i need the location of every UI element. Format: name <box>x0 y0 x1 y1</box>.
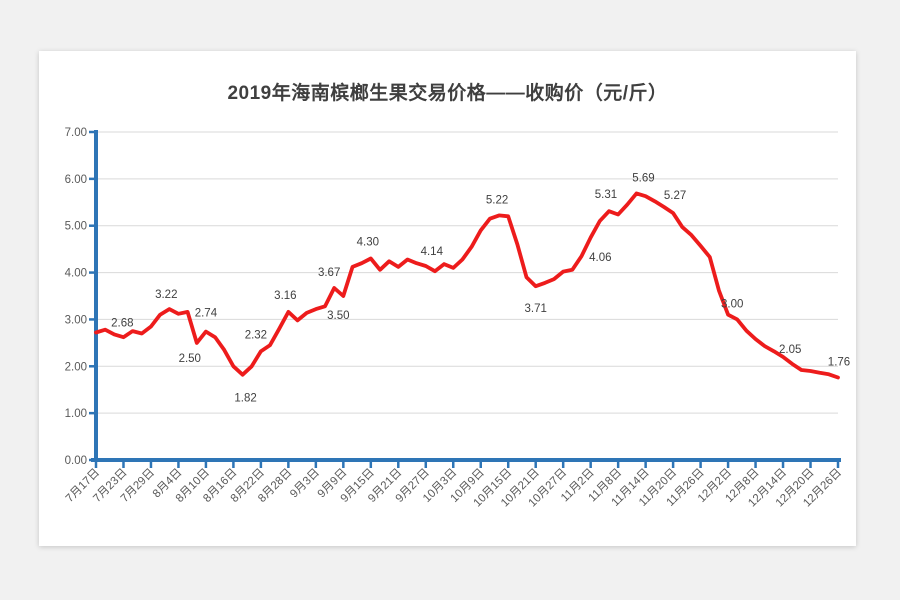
point-label: 4.30 <box>357 237 379 249</box>
x-tick-labels: 7月17日7月23日7月29日8月4日8月10日8月16日8月22日8月28日9… <box>64 460 844 509</box>
point-label: 1.82 <box>234 393 256 405</box>
point-label: 4.14 <box>421 246 444 258</box>
point-labels: 2.68 3.22 2.50 2.74 1.82 2.32 3.16 3.67 3.50 4.30… <box>111 172 850 404</box>
point-label: 5.69 <box>632 172 654 184</box>
point-label: 5.27 <box>664 190 686 202</box>
point-label: 2.50 <box>179 353 201 365</box>
point-label: 3.71 <box>525 303 547 315</box>
y-tick-label: 3.00 <box>65 314 87 326</box>
point-label: 3.16 <box>274 290 296 302</box>
x-tick-label: 9月3日 <box>288 467 322 501</box>
point-label: 2.05 <box>779 344 801 356</box>
y-tick-label: 5.00 <box>65 221 87 233</box>
y-tick-label: 4.00 <box>65 268 87 280</box>
price-line <box>94 191 840 380</box>
y-tick-label: 6.00 <box>65 174 87 186</box>
chart-title: 2019年海南槟榔生果交易价格——收购价（元/斤） <box>227 83 668 104</box>
y-tick-label: 2.00 <box>65 361 87 373</box>
y-tick-label: 1.00 <box>65 408 87 420</box>
point-label: 2.74 <box>195 308 218 320</box>
point-label: 3.67 <box>318 267 340 279</box>
y-tick-labels: 0.00 1.00 2.00 3.00 4.00 5.00 6.00 7.00 <box>65 127 96 467</box>
chart-card <box>39 51 856 546</box>
point-label: 3.00 <box>721 298 743 310</box>
point-label: 5.31 <box>595 189 617 201</box>
point-label: 2.32 <box>245 329 267 341</box>
point-label: 5.22 <box>486 194 508 206</box>
y-tick-label: 0.00 <box>65 455 87 467</box>
point-label: 4.06 <box>589 252 611 264</box>
y-gridlines <box>96 131 838 414</box>
point-label: 2.68 <box>111 317 133 329</box>
point-label: 3.50 <box>327 310 349 322</box>
point-label: 3.22 <box>155 289 177 301</box>
y-tick-label: 7.00 <box>65 127 87 139</box>
point-label: 1.76 <box>828 357 850 369</box>
axes <box>91 130 841 462</box>
